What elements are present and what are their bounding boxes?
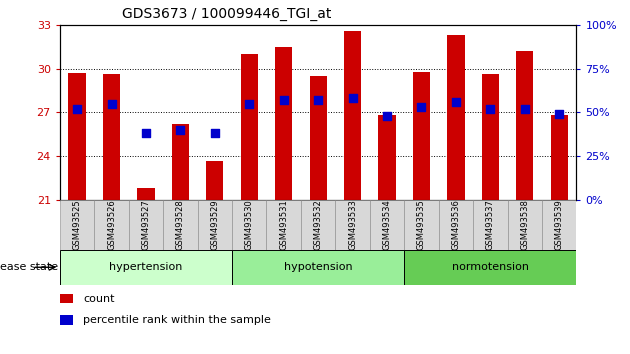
Text: GSM493526: GSM493526 [107,199,116,250]
Bar [309,76,327,200]
Text: GSM493531: GSM493531 [279,199,288,250]
Bar [94,200,129,250]
Bar [60,315,73,325]
Text: GSM493530: GSM493530 [245,199,254,250]
Bar [163,200,198,250]
Text: GSM493537: GSM493537 [486,199,495,250]
Bar [206,161,224,200]
Point [72,106,82,112]
Text: GSM493527: GSM493527 [142,199,151,250]
Point [141,131,151,136]
Text: count: count [83,294,115,304]
Bar [379,115,396,200]
Bar [198,200,232,250]
Point [175,127,185,133]
Text: GSM493529: GSM493529 [210,199,219,250]
Text: GSM493536: GSM493536 [452,199,461,250]
Bar [413,72,430,200]
Bar [172,124,189,200]
Bar [232,200,266,250]
Bar [103,74,120,200]
Text: GSM493532: GSM493532 [314,199,323,250]
Text: disease state: disease state [0,262,58,272]
Point [416,104,427,110]
Bar [551,115,568,200]
Text: GSM493525: GSM493525 [72,199,81,250]
Text: GSM493538: GSM493538 [520,199,529,250]
Point [313,97,323,103]
Point [210,131,220,136]
Bar [69,73,86,200]
Point [382,113,392,119]
Point [554,111,564,117]
Text: hypertension: hypertension [109,262,183,272]
Bar [60,200,94,250]
Bar [516,51,534,200]
Point [520,106,530,112]
Point [244,101,255,107]
Text: GDS3673 / 100099446_TGI_at: GDS3673 / 100099446_TGI_at [122,7,331,21]
Bar [241,54,258,200]
Bar [447,35,464,200]
Text: GSM493533: GSM493533 [348,199,357,250]
Bar [404,250,576,285]
Bar [335,200,370,250]
Bar [344,30,361,200]
Point [106,101,117,107]
Bar [60,294,73,303]
Point [278,97,289,103]
Bar [137,188,154,200]
Bar [473,200,508,250]
Text: hypotension: hypotension [284,262,352,272]
Text: percentile rank within the sample: percentile rank within the sample [83,315,271,325]
Bar [266,200,301,250]
Bar [404,200,438,250]
Text: normotension: normotension [452,262,529,272]
Bar [508,200,542,250]
Point [485,106,495,112]
Text: GSM493534: GSM493534 [382,199,391,250]
Point [348,96,358,101]
Bar [482,74,499,200]
Text: GSM493539: GSM493539 [555,199,564,250]
Bar [129,200,163,250]
Text: GSM493535: GSM493535 [417,199,426,250]
Bar [542,200,576,250]
Text: GSM493528: GSM493528 [176,199,185,250]
Bar [60,250,232,285]
Point [451,99,461,105]
Bar [275,47,292,200]
Bar [370,200,404,250]
Bar [232,250,404,285]
Bar [438,200,473,250]
Bar [301,200,335,250]
